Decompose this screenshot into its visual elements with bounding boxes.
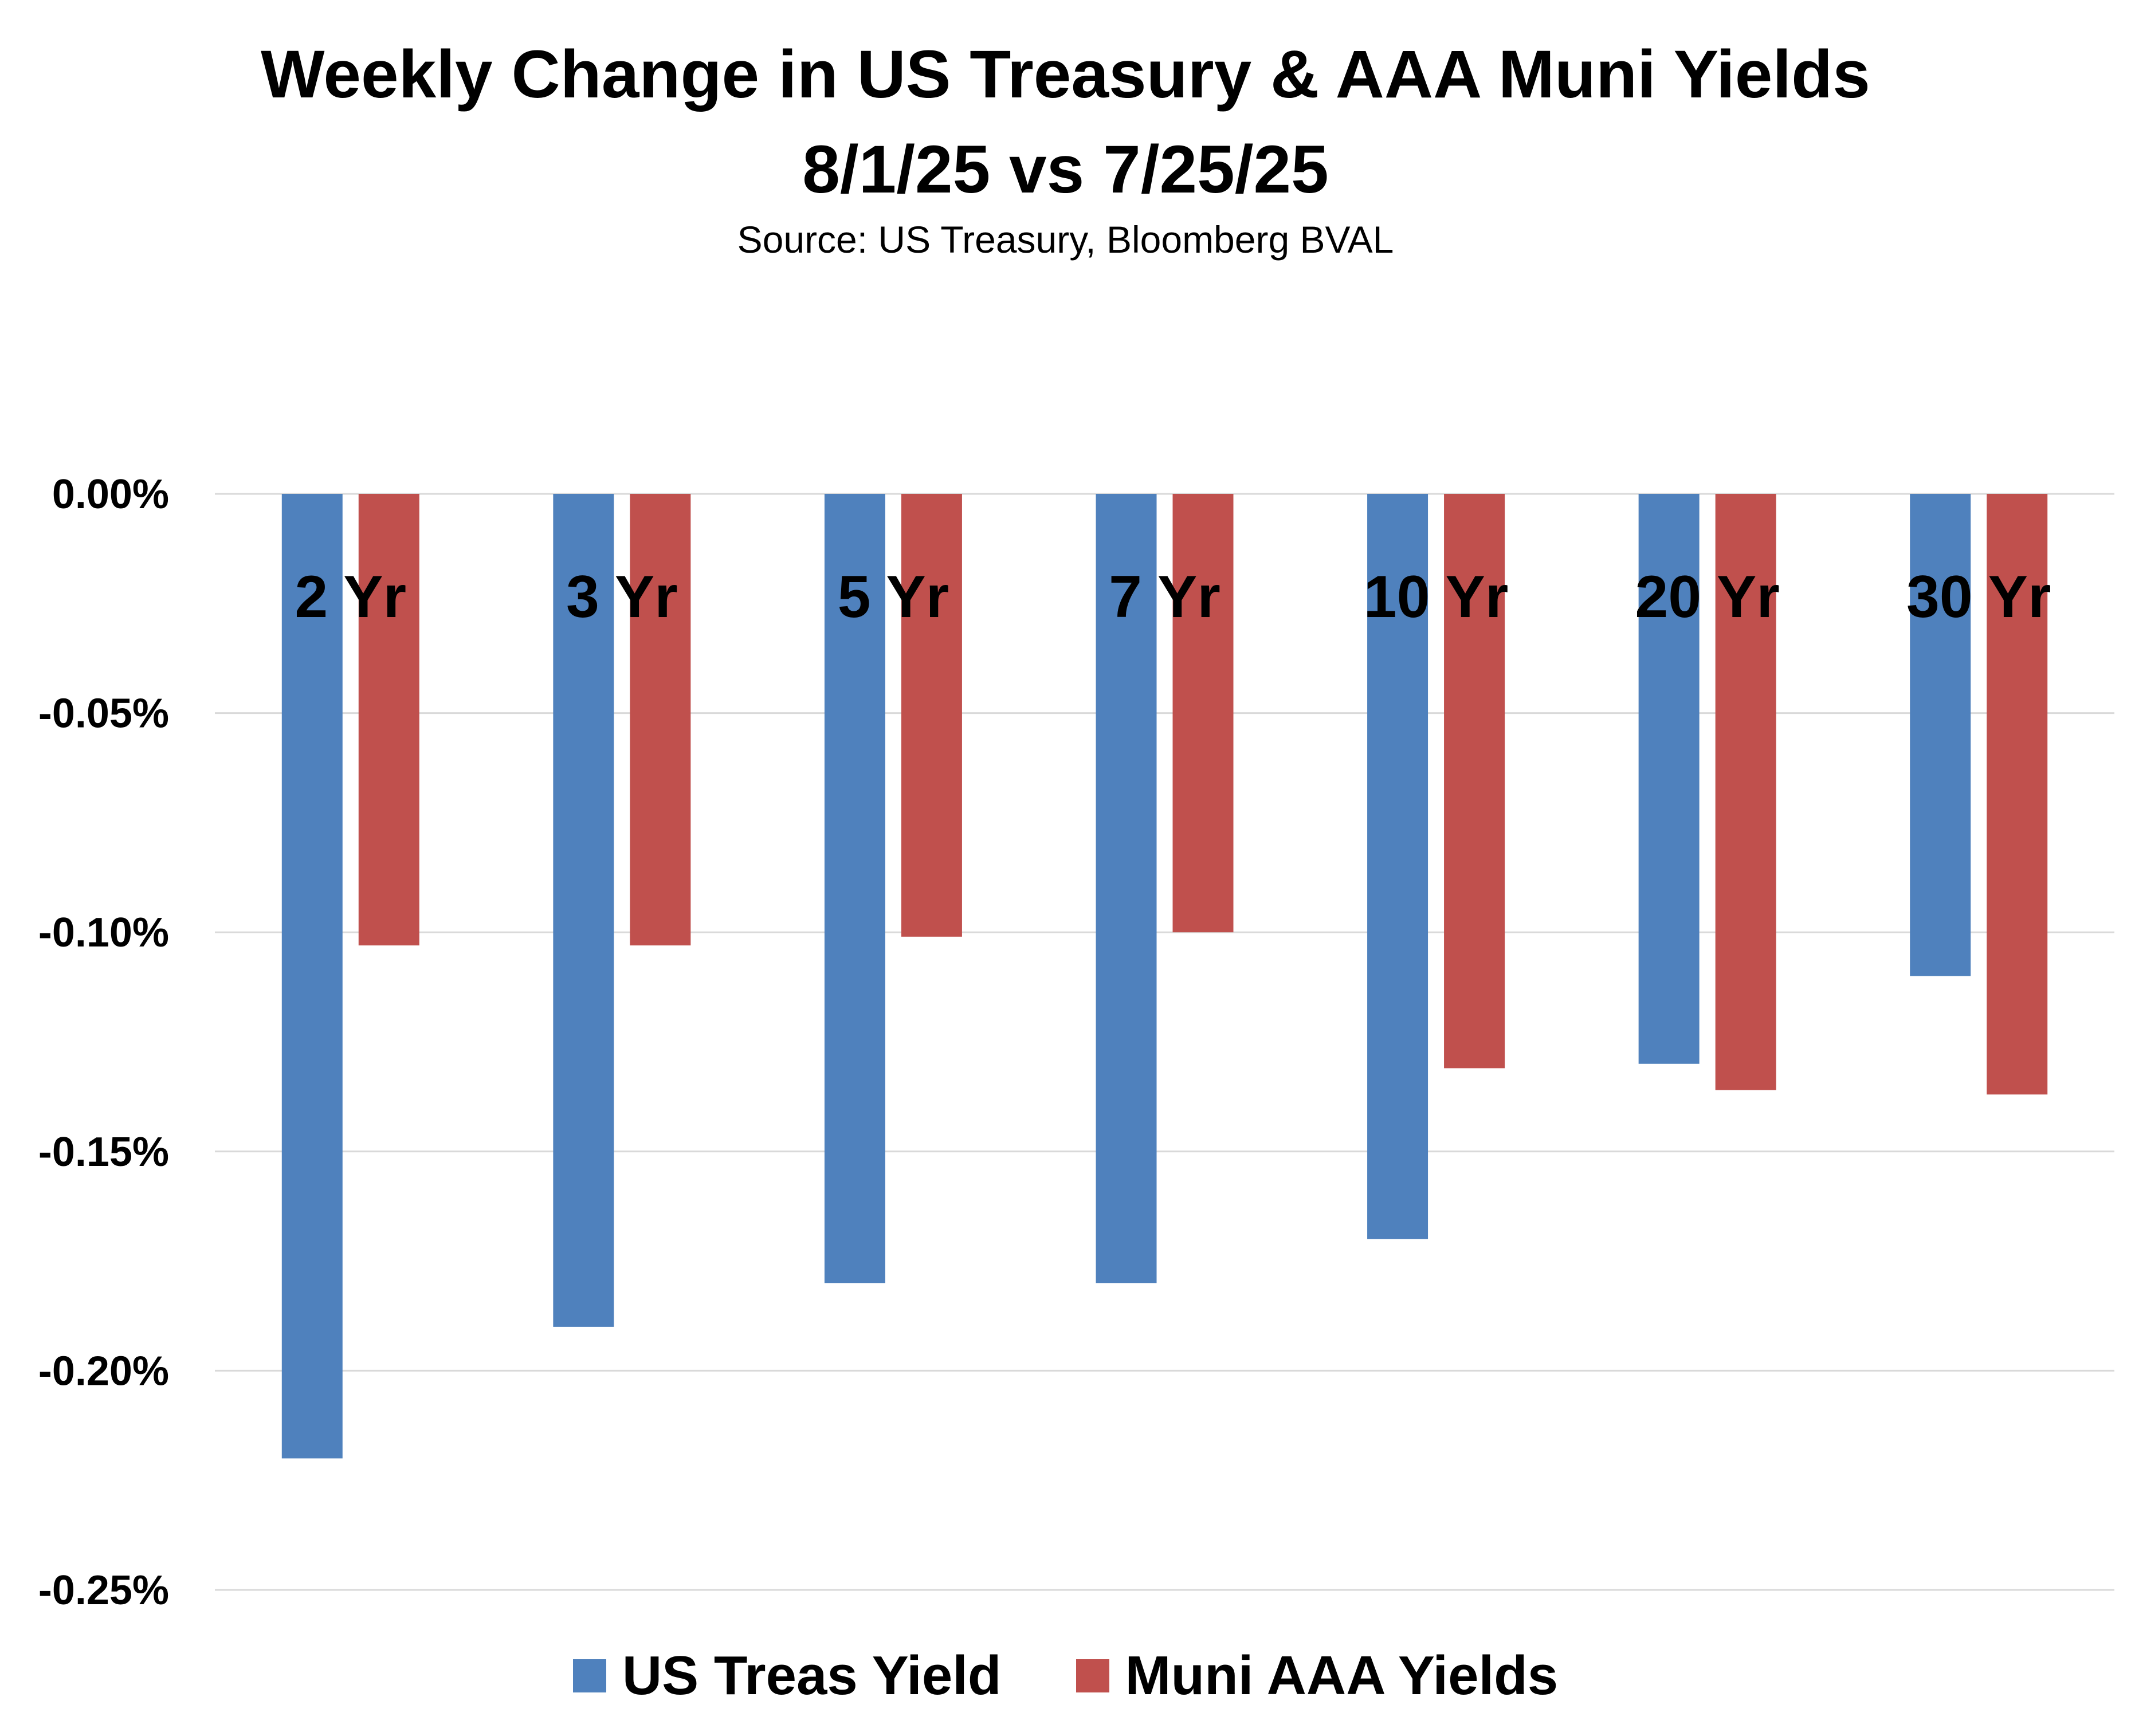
- bar-treasury-20yr: [1638, 494, 1700, 1064]
- bar-treasury-30yr: [1910, 494, 1971, 976]
- legend: US Treas Yield Muni AAA Yields: [0, 1644, 2131, 1707]
- y-tick-label: -0.25%: [38, 1568, 169, 1613]
- bar-treasury-10yr: [1367, 494, 1428, 1239]
- y-tick-label: -0.15%: [38, 1129, 169, 1175]
- legend-item-muni: Muni AAA Yields: [1076, 1644, 1559, 1707]
- y-tick-label: -0.05%: [38, 691, 169, 737]
- bar-muni-20yr: [1715, 494, 1776, 1090]
- legend-label-treasury: US Treas Yield: [622, 1645, 1002, 1706]
- legend-swatch-muni: [1076, 1659, 1109, 1692]
- bar-treasury-3yr: [553, 494, 614, 1327]
- y-tick-label: 0.00%: [52, 472, 169, 517]
- legend-swatch-treasury: [572, 1659, 606, 1692]
- y-tick-label: -0.10%: [38, 910, 169, 956]
- category-label: 5 Yr: [838, 564, 949, 630]
- bar-treasury-7yr: [1096, 494, 1157, 1283]
- bar-muni-7yr: [1172, 494, 1234, 933]
- bar-treasury-2yr: [281, 494, 343, 1459]
- category-label: 3 Yr: [566, 564, 678, 630]
- bar-treasury-5yr: [824, 494, 885, 1283]
- chart-title: Weekly Change in US Treasury & AAA Muni …: [261, 37, 1870, 112]
- bar-muni-2yr: [358, 494, 419, 946]
- legend-label-muni: Muni AAA Yields: [1125, 1645, 1559, 1706]
- bar-muni-30yr: [1987, 494, 2048, 1095]
- category-label: 30 Yr: [1906, 564, 2051, 630]
- legend-item-treasury: US Treas Yield: [572, 1644, 1002, 1707]
- chart-subtitle: 8/1/25 vs 7/25/25: [802, 132, 1329, 207]
- bar-muni-5yr: [901, 494, 962, 937]
- category-label: 10 Yr: [1364, 564, 1509, 630]
- category-label: 20 Yr: [1635, 564, 1780, 630]
- bar-muni-3yr: [630, 494, 691, 946]
- y-tick-label: -0.20%: [38, 1348, 169, 1394]
- chart-source: Source: US Treasury, Bloomberg BVAL: [737, 218, 1394, 261]
- category-label: 2 Yr: [295, 564, 406, 630]
- bar-muni-10yr: [1444, 494, 1505, 1069]
- category-label: 7 Yr: [1109, 564, 1220, 630]
